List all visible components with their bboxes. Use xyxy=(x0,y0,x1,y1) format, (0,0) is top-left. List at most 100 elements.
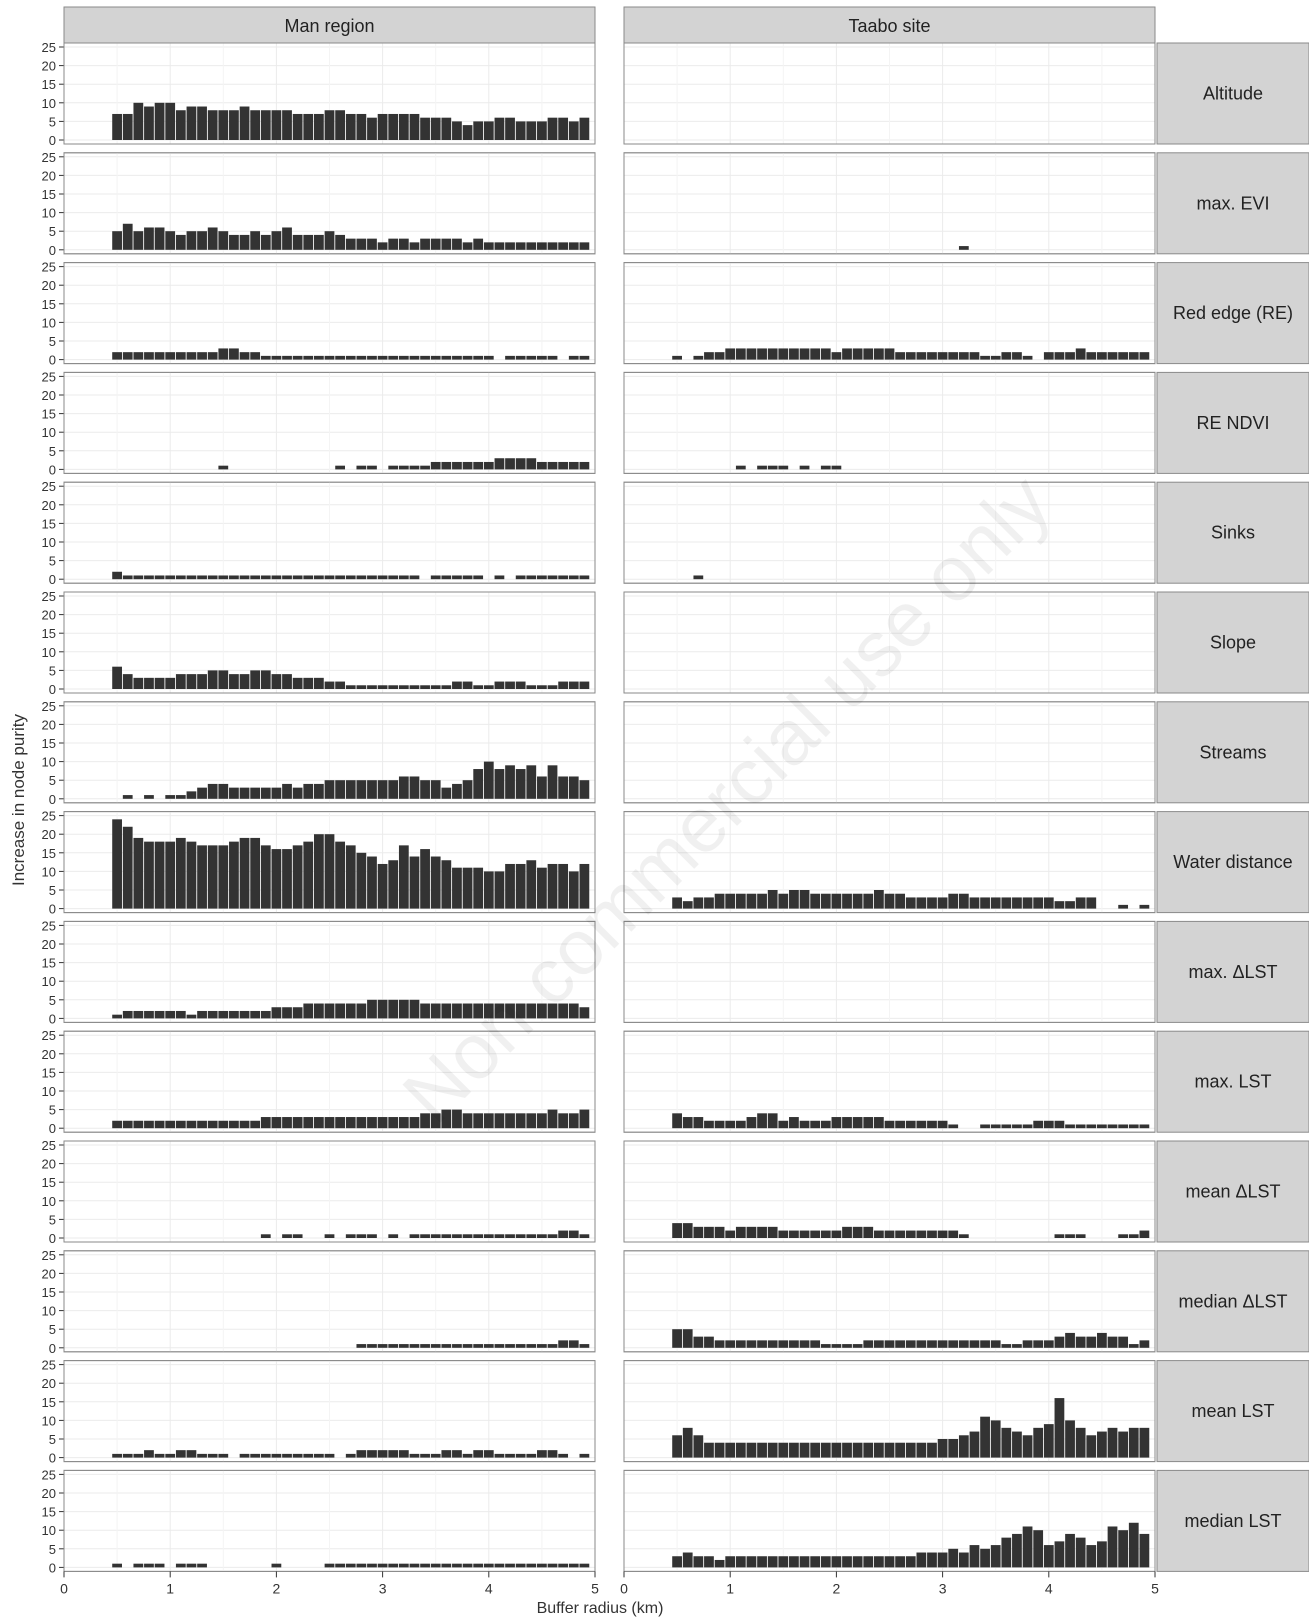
bar xyxy=(526,1344,537,1348)
y-tick-label: 0 xyxy=(49,902,56,917)
bar xyxy=(345,1563,356,1568)
bar xyxy=(207,1453,218,1458)
bar xyxy=(852,1442,863,1458)
bar xyxy=(473,685,484,689)
bar xyxy=(725,893,736,909)
bar xyxy=(165,841,176,909)
bar xyxy=(778,1340,789,1348)
bar xyxy=(239,106,250,140)
bar xyxy=(324,575,335,580)
bar xyxy=(207,1120,218,1129)
y-tick-label: 25 xyxy=(42,479,56,494)
bar xyxy=(714,893,725,909)
bar xyxy=(725,348,736,360)
panel-border xyxy=(63,152,596,255)
bar xyxy=(1118,352,1129,360)
bar xyxy=(462,1563,473,1568)
bar xyxy=(537,461,547,470)
y-tick-label: 25 xyxy=(42,260,56,275)
bar xyxy=(757,465,767,470)
bar xyxy=(1022,1435,1033,1458)
bar xyxy=(842,1344,852,1348)
bar xyxy=(895,893,906,909)
bar xyxy=(515,769,526,799)
bar xyxy=(292,1234,303,1238)
bar xyxy=(568,1230,579,1238)
bar xyxy=(229,1120,239,1129)
bar xyxy=(367,465,377,470)
bar xyxy=(842,348,852,360)
bar xyxy=(579,1563,590,1568)
row-strip-label: mean ΔLST xyxy=(1185,1182,1280,1202)
bar xyxy=(980,1416,990,1458)
bar xyxy=(441,860,452,909)
bar xyxy=(409,1234,420,1238)
bar xyxy=(197,352,207,360)
bar xyxy=(704,1226,714,1238)
bar xyxy=(831,893,842,909)
y-tick-label: 0 xyxy=(49,1011,56,1026)
bar xyxy=(335,465,346,470)
bar xyxy=(842,1226,852,1238)
bar xyxy=(367,575,377,580)
bar xyxy=(324,1117,335,1129)
bar xyxy=(473,1113,484,1129)
bar xyxy=(165,795,176,799)
row-strip-max-lst xyxy=(1156,1030,1309,1133)
x-tick-label: 2 xyxy=(273,1580,281,1596)
bar xyxy=(462,575,473,580)
bar xyxy=(1012,352,1022,360)
bar xyxy=(1065,901,1075,909)
bar xyxy=(494,1563,505,1568)
bar xyxy=(473,1450,484,1458)
bar xyxy=(937,1230,948,1238)
bar xyxy=(537,867,547,909)
bar xyxy=(260,670,271,689)
bar xyxy=(778,465,789,470)
y-tick-label: 5 xyxy=(49,663,56,678)
bar xyxy=(863,1442,874,1458)
bar xyxy=(165,102,176,140)
bar xyxy=(704,1120,714,1129)
bar xyxy=(462,461,473,470)
bar xyxy=(260,787,271,799)
bar xyxy=(820,1230,831,1238)
row-strip-re-ndvi xyxy=(1156,371,1309,474)
bar xyxy=(186,674,197,689)
bar xyxy=(757,1442,767,1458)
bar xyxy=(905,1120,916,1129)
bar xyxy=(494,458,505,470)
y-tick-label: 15 xyxy=(42,736,56,751)
y-tick-label: 10 xyxy=(42,1523,56,1538)
bar xyxy=(388,1450,399,1458)
bar xyxy=(767,348,778,360)
bar xyxy=(494,1003,505,1019)
bar xyxy=(356,1344,367,1348)
bar xyxy=(175,837,186,909)
bar xyxy=(537,575,547,580)
bar xyxy=(1118,1124,1129,1129)
bar xyxy=(1097,1541,1107,1568)
bar xyxy=(122,1010,133,1019)
bar xyxy=(462,1003,473,1019)
y-tick-label: 5 xyxy=(49,554,56,569)
bar xyxy=(282,575,292,580)
bar xyxy=(122,674,133,689)
bar xyxy=(831,465,842,470)
bar xyxy=(218,465,229,470)
bar xyxy=(842,1117,852,1129)
y-tick-label: 20 xyxy=(42,388,56,403)
row-strip-label: Streams xyxy=(1199,742,1266,762)
bar xyxy=(1075,1234,1086,1238)
bar xyxy=(526,458,537,470)
bar xyxy=(292,575,303,580)
bar xyxy=(1128,1234,1139,1238)
bar xyxy=(948,1439,959,1458)
bar xyxy=(873,348,884,360)
bar xyxy=(271,575,282,580)
bar xyxy=(757,1113,767,1129)
bar xyxy=(335,1563,346,1568)
y-tick-label: 0 xyxy=(49,682,56,697)
bar xyxy=(735,1226,746,1238)
bar xyxy=(537,776,547,799)
